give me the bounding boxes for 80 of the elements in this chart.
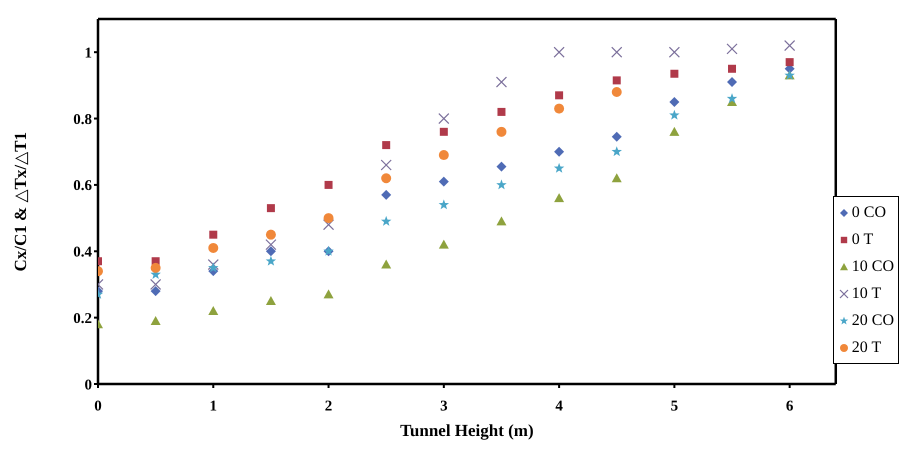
point xyxy=(381,260,392,269)
point xyxy=(324,289,334,298)
x-tick-label: 2 xyxy=(324,398,332,415)
point xyxy=(555,91,564,100)
point xyxy=(266,204,275,212)
point xyxy=(668,46,680,58)
point xyxy=(726,43,738,54)
point xyxy=(324,213,334,224)
point xyxy=(440,128,448,136)
point xyxy=(554,162,564,173)
point xyxy=(496,126,506,137)
point xyxy=(382,141,390,150)
point xyxy=(438,112,450,124)
point xyxy=(726,93,738,104)
point xyxy=(266,256,276,266)
point xyxy=(322,219,334,230)
point xyxy=(554,193,564,202)
point xyxy=(727,77,738,88)
y-tick-label: 0 xyxy=(84,377,92,394)
point xyxy=(554,104,564,114)
point xyxy=(380,159,392,171)
legend-label: 0 T xyxy=(852,230,874,248)
point xyxy=(324,180,333,189)
point xyxy=(265,239,277,250)
point xyxy=(438,176,449,187)
point xyxy=(612,87,622,97)
point xyxy=(380,216,392,226)
point xyxy=(150,278,162,290)
point xyxy=(150,286,161,296)
point xyxy=(496,76,508,88)
point xyxy=(612,76,621,84)
x-tick-label: 4 xyxy=(555,398,564,415)
point xyxy=(496,216,506,226)
x-tick-label: 3 xyxy=(440,398,448,415)
point xyxy=(266,230,276,240)
point xyxy=(208,306,218,315)
legend-label: 10 T xyxy=(852,284,882,302)
x-tick-label: 1 xyxy=(210,398,218,415)
point xyxy=(266,296,276,306)
point xyxy=(669,126,680,136)
point xyxy=(786,58,794,66)
x-tick-label: 6 xyxy=(786,398,794,415)
point xyxy=(209,230,218,239)
point xyxy=(670,70,678,78)
legend-label: 10 CO xyxy=(852,258,894,276)
point xyxy=(438,199,450,210)
y-tick-label: 0.8 xyxy=(73,112,92,128)
point xyxy=(266,246,276,256)
point xyxy=(612,173,622,182)
point xyxy=(669,110,680,120)
point xyxy=(497,108,506,116)
point xyxy=(554,146,564,157)
point xyxy=(438,240,449,249)
x-axis-title: Tunnel Height (m) xyxy=(400,421,534,440)
point xyxy=(554,46,565,58)
y-tick-label: 1 xyxy=(84,46,92,62)
point xyxy=(381,173,392,184)
point xyxy=(438,150,449,160)
y-tick-label: 0.4 xyxy=(73,244,92,261)
point xyxy=(150,262,161,273)
y-axis-title: Cx/C1 & △Tx/△T1 xyxy=(11,132,30,272)
legend-label: 0 CO xyxy=(852,204,886,222)
point xyxy=(612,146,622,156)
point xyxy=(728,64,736,73)
point xyxy=(496,179,507,190)
point xyxy=(669,96,680,107)
point xyxy=(150,316,161,325)
point xyxy=(208,258,219,270)
point xyxy=(208,242,218,253)
point xyxy=(611,46,622,58)
legend-label: 20 T xyxy=(852,338,882,356)
point xyxy=(612,132,622,142)
point xyxy=(496,162,506,172)
x-tick-label: 5 xyxy=(670,398,678,415)
y-tick-label: 0.6 xyxy=(73,178,92,194)
legend-label: 20 CO xyxy=(852,312,894,330)
y-tick-label: 0.2 xyxy=(73,310,92,327)
point xyxy=(208,262,219,272)
point xyxy=(381,190,392,200)
point xyxy=(784,40,796,52)
